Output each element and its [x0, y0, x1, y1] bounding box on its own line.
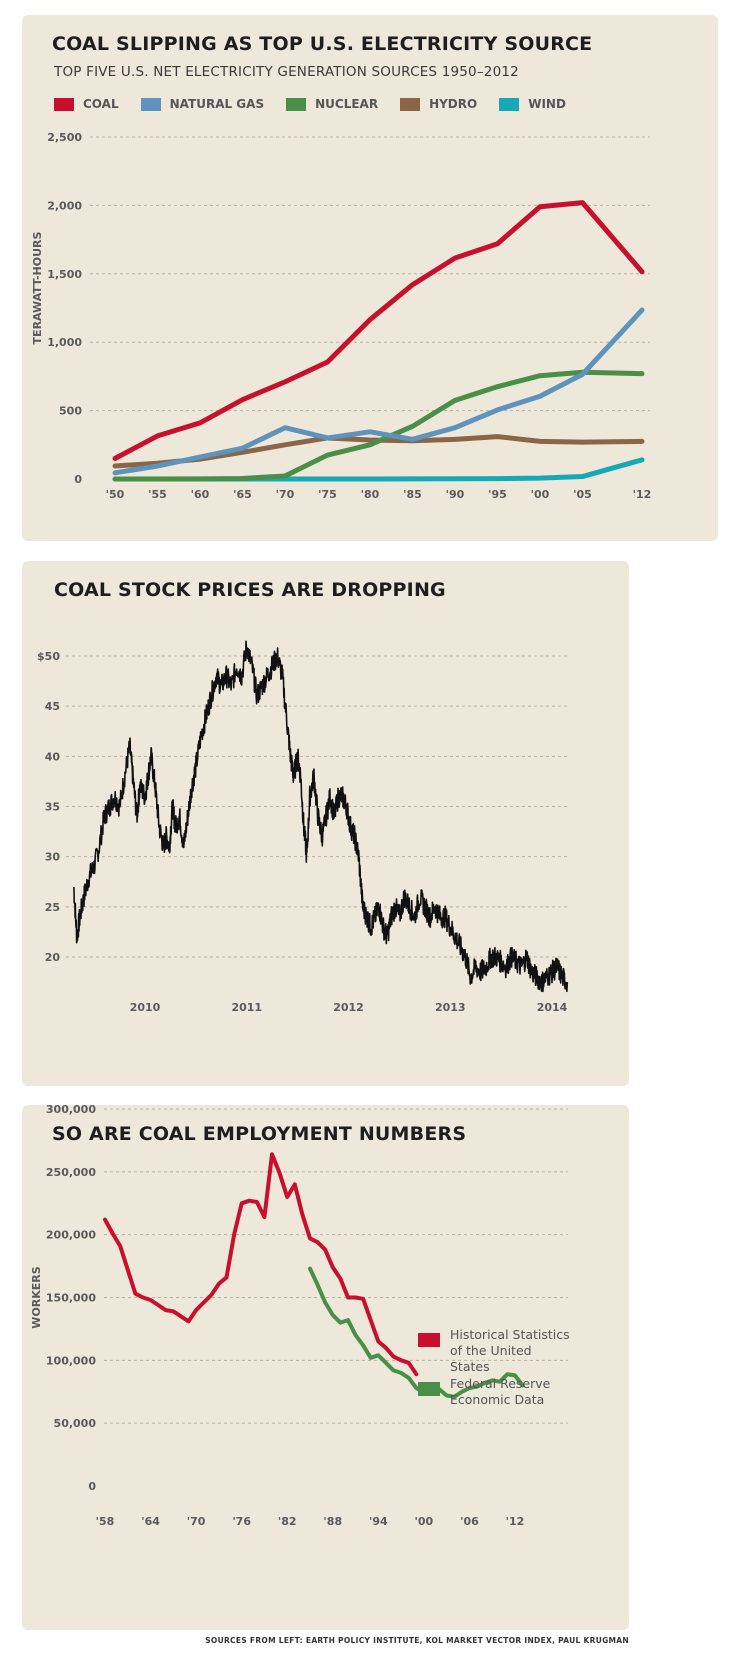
chart2-y-tick-label: 20 [45, 951, 61, 964]
chart3-x-tick-label: '00 [415, 1515, 434, 1528]
chart1-series-wind [112, 457, 645, 482]
legend-item-natural-gas: NATURAL GAS [140, 97, 265, 111]
chart3-series-historical-statistics-of-the-united-states [103, 1152, 419, 1377]
chart1-series-nuclear [112, 369, 645, 482]
chart1-y-tick-label: 1,000 [47, 336, 82, 349]
chart1-x-tick-label: '05 [573, 488, 592, 501]
chart2-y-tick-label: 25 [45, 901, 60, 914]
chart1-y-tick-label: 1,500 [47, 268, 82, 281]
legend-item-hydro: HYDRO [400, 97, 477, 111]
chart3-x-tick-label: '94 [369, 1515, 388, 1528]
chart1-y-tick-label: 0 [74, 473, 82, 486]
legend-swatch-wind [499, 97, 520, 111]
chart3-y-tick-label: 300,000 [46, 1103, 96, 1116]
chart3-y-tick-label: 50,000 [54, 1417, 97, 1430]
chart1-x-tick-label: '70 [276, 488, 295, 501]
chart2-y-tick-label: 35 [45, 801, 60, 814]
legend-label-coal: COAL [83, 97, 119, 111]
legend-item-historical: Historical Statistics of the United Stat… [418, 1327, 575, 1375]
chart3-x-tick-label: '82 [278, 1515, 297, 1528]
chart2-x-tick-label: 2010 [130, 1001, 161, 1014]
legend-swatch-fred [418, 1382, 440, 1396]
chart2-x-tick-label: 2014 [537, 1001, 568, 1014]
chart1-x-tick-label: '80 [361, 488, 380, 501]
stock-chart-panel: COAL STOCK PRICES ARE DROPPING 20 25 30 35 4… [22, 561, 629, 1086]
chart1-plot: 0 500 1,000 1,500 2,000 2,500 '50 '55 '60 '65 '70 '… [31, 131, 652, 501]
chart2-x-tick-label: 2012 [333, 1001, 364, 1014]
chart3-x-tick-label: '58 [96, 1515, 115, 1528]
generation-chart-panel: COAL SLIPPING AS TOP U.S. ELECTRICITY SO… [22, 15, 718, 541]
chart3-y-tick-label: 100,000 [46, 1354, 96, 1367]
chart3-title: SO ARE COAL EMPLOYMENT NUMBERS [52, 1123, 467, 1145]
chart1-series-natural-gas [112, 307, 645, 476]
legend-swatch-coal [54, 97, 74, 111]
legend-label-hydro: HYDRO [429, 97, 478, 111]
chart1-y-axis-label: TERAWATT-HOURS [31, 231, 44, 344]
legend-item-nuclear: NUCLEAR [286, 97, 378, 111]
legend-swatch-historical [418, 1333, 440, 1347]
chart2-title: COAL STOCK PRICES ARE DROPPING [54, 579, 446, 601]
chart1-y-tick-label: 2,500 [47, 131, 82, 144]
chart1-series-coal [112, 200, 645, 461]
chart1-x-tick-label: '65 [233, 488, 252, 501]
legend-item-fred: Federal Reserve Economic Data [418, 1376, 575, 1408]
chart1-x-tick-label: '55 [148, 488, 167, 501]
chart3-y-tick-label: 250,000 [46, 1166, 96, 1179]
chart1-x-tick-label: '12 [633, 488, 652, 501]
legend-label-wind: WIND [528, 97, 566, 111]
chart3-x-tick-label: '70 [187, 1515, 206, 1528]
chart2-y-tick-label: $50 [37, 650, 60, 663]
legend-label-fred: Federal Reserve Economic Data [450, 1376, 551, 1407]
chart2-y-tick-label: 40 [45, 750, 61, 763]
chart3-series-federal-reserve-economic-data [308, 1266, 525, 1399]
chart1-title: COAL SLIPPING AS TOP U.S. ELECTRICITY SO… [52, 33, 593, 55]
chart1-y-tick-label: 2,000 [47, 199, 82, 212]
chart2-y-tick-label: 30 [45, 851, 61, 864]
chart3-x-tick-label: '12 [506, 1515, 525, 1528]
legend-label-natural-gas: NATURAL GAS [169, 97, 265, 111]
chart2-y-tick-label: 45 [45, 700, 60, 713]
legend-item-wind: WIND [499, 97, 566, 111]
chart3-x-tick-label: '64 [141, 1515, 160, 1528]
chart1-x-tick-label: '95 [488, 488, 507, 501]
chart1-x-tick-label: '60 [191, 488, 210, 501]
chart2-x-tick-label: 2011 [231, 1001, 262, 1014]
chart1-x-tick-label: '00 [531, 488, 550, 501]
legend-swatch-natural-gas [140, 97, 161, 111]
employment-chart-panel: SO ARE COAL EMPLOYMENT NUMBERS 0 50,000 10… [22, 1103, 629, 1630]
chart3-y-tick-label: 200,000 [46, 1229, 96, 1242]
legend-swatch-hydro [400, 97, 421, 111]
chart1-x-tick-label: '90 [446, 488, 465, 501]
chart1-x-tick-label: '50 [106, 488, 125, 501]
chart3-x-tick-label: '76 [232, 1515, 251, 1528]
legend-item-coal: COAL [54, 97, 119, 111]
chart1-x-tick-label: '75 [318, 488, 337, 501]
chart3-y-tick-label: 0 [88, 1480, 96, 1493]
chart1-y-tick-label: 500 [59, 405, 82, 418]
legend-label-nuclear: NUCLEAR [315, 97, 379, 111]
chart1-subtitle: TOP FIVE U.S. NET ELECTRICITY GENERATION… [54, 64, 519, 80]
sources-footnote: SOURCES FROM LEFT: EARTH POLICY INSTITUT… [205, 1636, 629, 1645]
chart3-y-axis-label: WORKERS [30, 1266, 43, 1328]
legend-swatch-nuclear [286, 97, 307, 111]
chart3-y-tick-label: 150,000 [46, 1292, 96, 1305]
chart2-series-stock-price [73, 640, 569, 993]
chart3-x-tick-label: '06 [460, 1515, 479, 1528]
chart3-plot: 0 50,000 100,000 150,000 200,000 250,000 300,0… [30, 1103, 568, 1528]
chart2-plot: 20 25 30 35 40 45 $50 2010 2011 2012 2013 2014 [37, 640, 569, 1014]
chart1-x-tick-label: '85 [403, 488, 422, 501]
chart1-legend: COAL NATURAL GAS NUCLEAR HYDRO WIND [54, 97, 588, 111]
chart2-x-tick-label: 2013 [435, 1001, 466, 1014]
chart3-x-tick-label: '88 [323, 1515, 342, 1528]
legend-label-historical: Historical Statistics of the United Stat… [450, 1327, 570, 1374]
